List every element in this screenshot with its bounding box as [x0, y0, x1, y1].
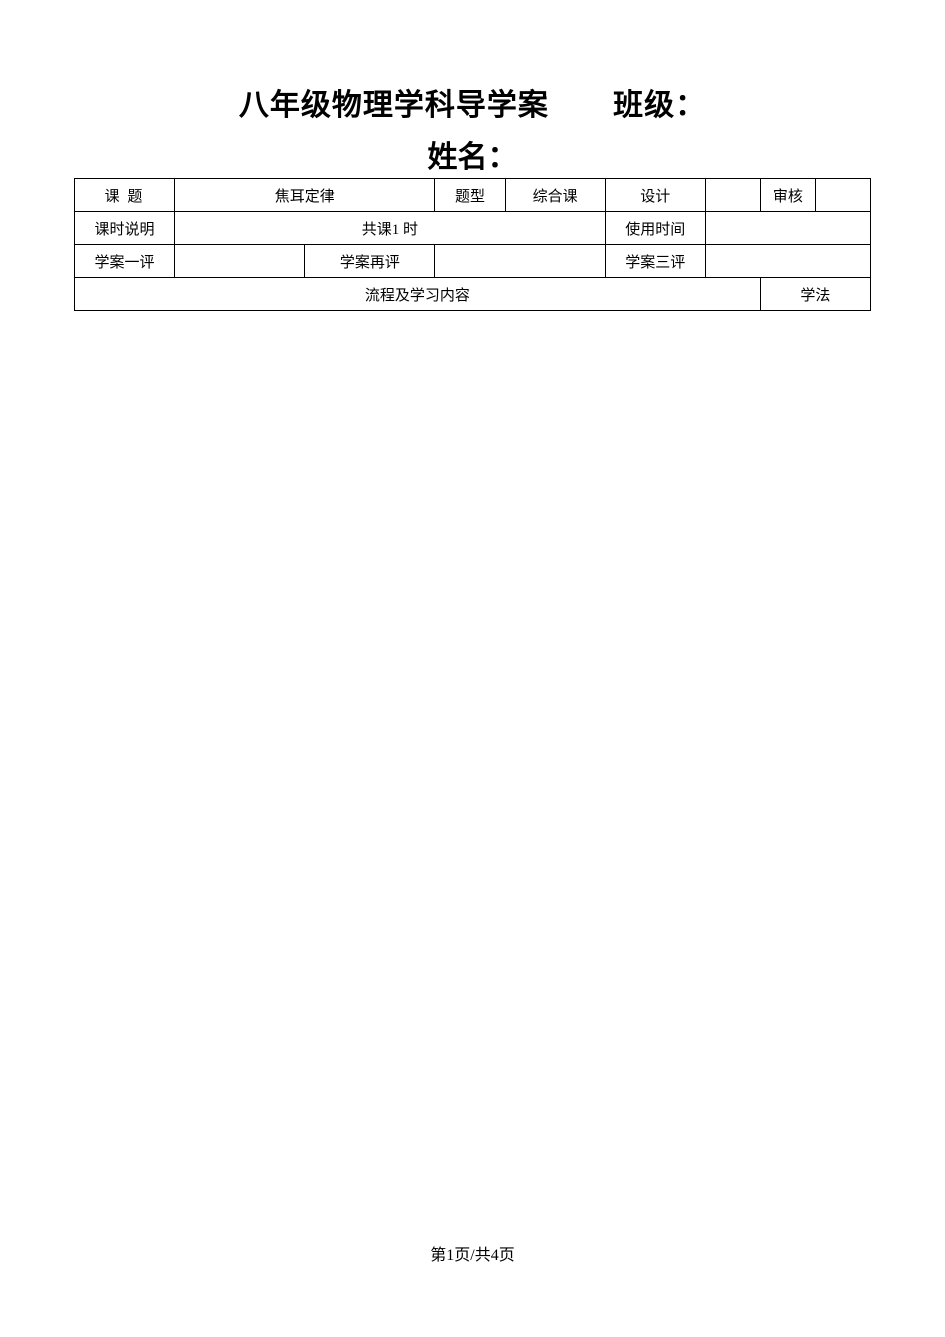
usetime-value: [705, 212, 870, 245]
table-row: 流程及学习内容 学法: [75, 278, 871, 311]
table-row: 课 题 焦耳定律 题型 综合课 设计 审核: [75, 179, 871, 212]
worksheet-table: 课 题 焦耳定律 题型 综合课 设计 审核 课时说明 共课1 时 使用时间 学案…: [74, 178, 871, 311]
main-title: 八年级物理学科导学案: [239, 80, 549, 124]
period-value: 共课1 时: [175, 212, 606, 245]
table-row: 课时说明 共课1 时 使用时间: [75, 212, 871, 245]
flow-label: 流程及学习内容: [75, 278, 761, 311]
review-value: [815, 179, 870, 212]
eval2-value: [435, 245, 605, 278]
page-footer: 第1页/共4页: [0, 1241, 945, 1265]
table-row: 学案一评 学案再评 学案三评: [75, 245, 871, 278]
method-label: 学法: [760, 278, 870, 311]
topic-value: 焦耳定律: [175, 179, 435, 212]
type-value: 综合课: [505, 179, 605, 212]
title-block: 八年级物理学科导学案 班级： 姓名：: [0, 80, 945, 176]
eval1-label: 学案一评: [75, 245, 175, 278]
eval1-value: [175, 245, 305, 278]
page: 八年级物理学科导学案 班级： 姓名： 课 题 焦耳定律 题型 综合课 设计 审核: [0, 0, 945, 1337]
title-line-1: 八年级物理学科导学案 班级：: [0, 80, 945, 124]
topic-label: 课 题: [75, 179, 175, 212]
review-label: 审核: [760, 179, 815, 212]
period-label: 课时说明: [75, 212, 175, 245]
design-value: [705, 179, 760, 212]
eval2-label: 学案再评: [305, 245, 435, 278]
eval3-label: 学案三评: [605, 245, 705, 278]
design-label: 设计: [605, 179, 705, 212]
usetime-label: 使用时间: [605, 212, 705, 245]
class-label: 班级：: [613, 80, 706, 124]
eval3-value: [705, 245, 870, 278]
name-label: 姓名：: [0, 132, 945, 176]
type-label: 题型: [435, 179, 505, 212]
